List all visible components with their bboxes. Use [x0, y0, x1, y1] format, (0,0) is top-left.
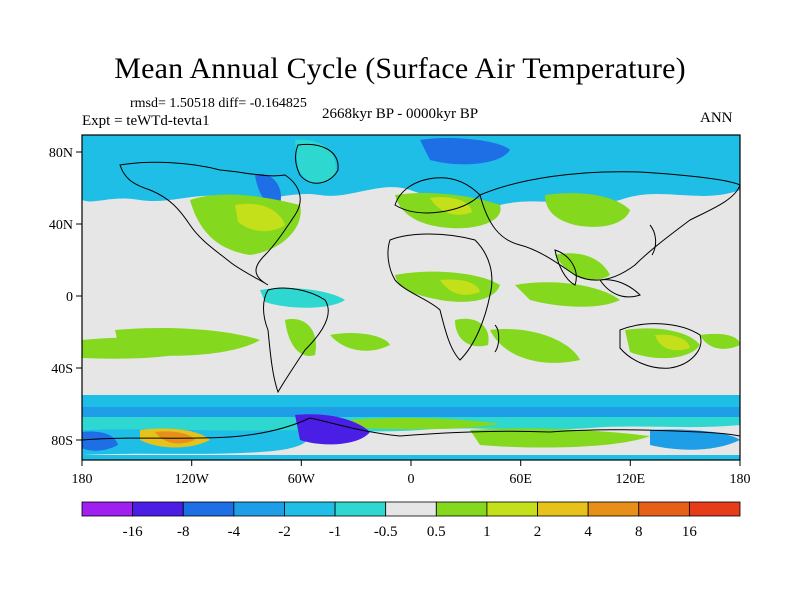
colorbar-label: 4	[584, 524, 592, 540]
coastline-asia	[479, 171, 740, 281]
colorbar-swatch	[132, 501, 184, 517]
colorbar-swatch	[233, 501, 285, 517]
map-title: Mean Annual Cycle (Surface Air Temperatu…	[114, 52, 686, 85]
colorbar-label: -0.5	[374, 524, 398, 540]
arctic-dark-patch	[420, 138, 510, 165]
coastline-africa	[387, 233, 493, 361]
antarctic-warming-core	[155, 431, 195, 444]
season-label: ANN	[700, 110, 733, 126]
coastline-north-america	[119, 161, 301, 286]
lon-ticks	[81, 460, 741, 466]
indian-ocean-warming	[515, 282, 620, 307]
colorbar-label: -4	[228, 524, 241, 540]
colorbar-swatch	[537, 501, 589, 517]
coastline-madagascar	[494, 324, 500, 353]
europe-strong-warming	[430, 197, 472, 215]
colorbar-swatch	[435, 501, 488, 517]
colorbar-label: 8	[635, 524, 643, 540]
colorbar-label: 1	[483, 524, 491, 540]
south-edge-band	[82, 455, 740, 460]
east-antarctic-cooling	[650, 429, 740, 450]
colorbar-swatch	[688, 501, 741, 517]
colorbar-swatch	[638, 501, 690, 517]
colorbar-swatch	[486, 501, 538, 517]
lat-tick-label: 40S	[51, 362, 73, 377]
equatorial-pacific-cooling	[260, 288, 345, 308]
south-indian-warming	[490, 329, 580, 363]
lat-tick-label: 40N	[49, 218, 73, 233]
experiment-label: Expt = teWTd-tevta1	[82, 113, 210, 129]
colorbar-label: 16	[682, 524, 698, 540]
southern-ocean-band-1	[82, 395, 740, 407]
east-africa-warming	[455, 318, 489, 347]
arctic-anomaly-region	[82, 135, 740, 208]
map-field	[82, 135, 740, 460]
lon-tick-label: 120E	[616, 472, 646, 487]
central-asia-warming	[545, 193, 630, 227]
canada-blue-patch	[255, 174, 281, 206]
north-america-strong-warming	[235, 203, 285, 232]
lon-tick-label: 60E	[509, 472, 532, 487]
colorbar-label: 2	[534, 524, 542, 540]
coastline-antarctica	[82, 417, 740, 441]
period-label: 2668kyr BP - 0000kyr BP	[322, 106, 479, 122]
southern-ocean-band-2	[82, 407, 740, 417]
lon-tick-label: 0	[408, 472, 415, 487]
east-pacific-warming	[700, 333, 740, 349]
lat-tick-labels: 80N 40N 0 40S 80S	[49, 146, 73, 449]
southern-ocean-warming	[350, 417, 500, 430]
lon-tick-label: 180	[72, 472, 93, 487]
lon-tick-labels: 180 120W 60W 0 60E 120E 180	[72, 472, 751, 487]
south-pacific-warming-band	[115, 328, 260, 356]
coastline-japan	[649, 224, 657, 256]
south-asia-warming	[555, 253, 610, 280]
coastline-south-america	[263, 287, 329, 394]
lat-tick-label: 0	[66, 290, 73, 305]
lat-tick-label: 80S	[51, 434, 73, 449]
stats-text: rmsd= 1.50518 diff= -0.164825	[130, 96, 307, 111]
lat-ticks	[76, 151, 82, 441]
colorbar-swatch	[284, 501, 336, 517]
colorbar-label: -1	[329, 524, 342, 540]
lon-tick-label: 180	[730, 472, 751, 487]
colorbar-swatch	[182, 501, 235, 517]
colorbar-swatch	[334, 501, 387, 517]
australia-strong-warming	[655, 334, 690, 351]
coastlines	[82, 143, 740, 441]
lat-tick-label: 80N	[49, 146, 73, 161]
weddell-sea-strong-cooling	[295, 414, 370, 445]
lon-tick-label: 120W	[175, 472, 210, 487]
colorbar-label: -8	[177, 524, 190, 540]
colorbar-swatch	[587, 501, 640, 517]
colorbar-label: -16	[123, 524, 143, 540]
coastline-greenland	[295, 143, 339, 184]
colorbar-label: 0.5	[427, 524, 446, 540]
coastline-southeast-asia	[599, 279, 641, 298]
coastline-india	[554, 249, 577, 286]
south-atlantic-warming	[330, 333, 390, 351]
colorbar: -16 -8 -4 -2 -1 -0.5 0.5 1 2 4 8 16	[81, 501, 741, 540]
colorbar-swatch	[385, 501, 437, 517]
east-antarctic-variation	[470, 428, 650, 448]
west-antarctic-cooling	[82, 431, 118, 451]
greenland-patch	[295, 139, 336, 184]
lon-tick-label: 60W	[288, 472, 316, 487]
coastline-australia	[619, 323, 702, 369]
africa-strong-warming	[440, 279, 480, 295]
colorbar-label: -2	[278, 524, 291, 540]
colorbar-swatch	[81, 501, 134, 517]
